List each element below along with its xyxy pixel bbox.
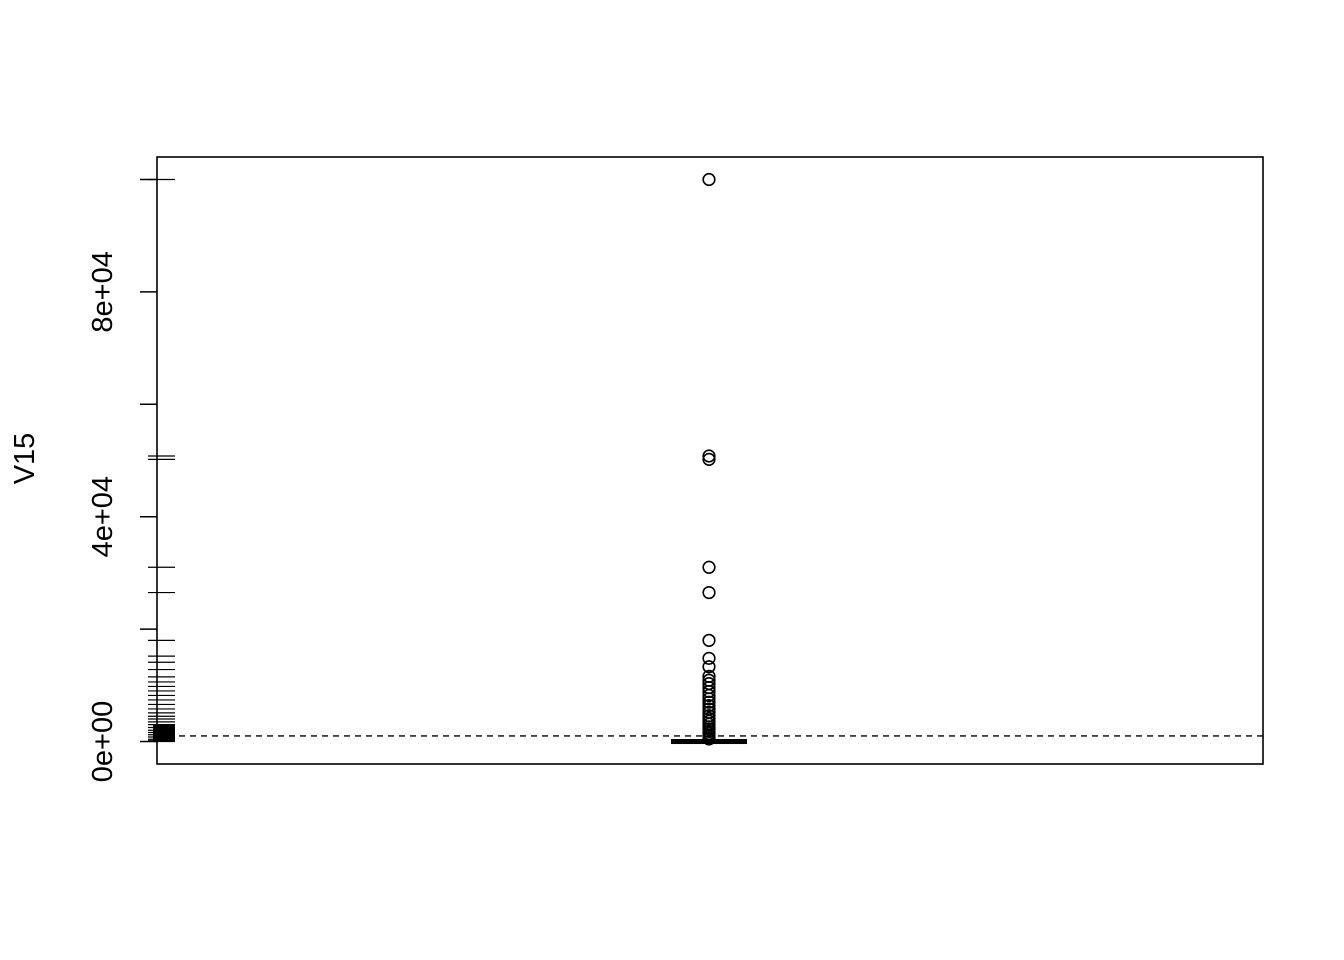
y-ticks — [140, 178, 157, 743]
y-tick-label: 4e+04 — [87, 476, 119, 557]
outlier-point — [702, 585, 716, 600]
outlier-point — [702, 692, 716, 706]
y-axis-title: V15 — [9, 433, 41, 485]
outlier-point — [702, 449, 716, 463]
outlier-point — [702, 633, 716, 647]
y-axis: 0e+00 4e+04 8e+04 — [87, 178, 157, 782]
outlier-point — [702, 698, 716, 713]
outlier-points — [702, 172, 716, 746]
outlier-point — [702, 695, 716, 709]
outlier-point — [702, 732, 716, 746]
plot-frame — [156, 156, 1264, 765]
outlier-point — [702, 172, 716, 187]
y-tick-labels: 0e+00 4e+04 8e+04 — [87, 251, 119, 782]
rug-marks — [148, 178, 175, 743]
outlier-point — [702, 688, 716, 703]
outlier-point — [702, 660, 716, 674]
outlier-point — [702, 684, 716, 699]
outlier-point — [702, 452, 716, 466]
outlier-point — [702, 560, 716, 574]
outlier-point — [702, 651, 716, 665]
y-tick-label: 8e+04 — [87, 251, 119, 332]
y-tick-label: 0e+00 — [87, 701, 119, 782]
